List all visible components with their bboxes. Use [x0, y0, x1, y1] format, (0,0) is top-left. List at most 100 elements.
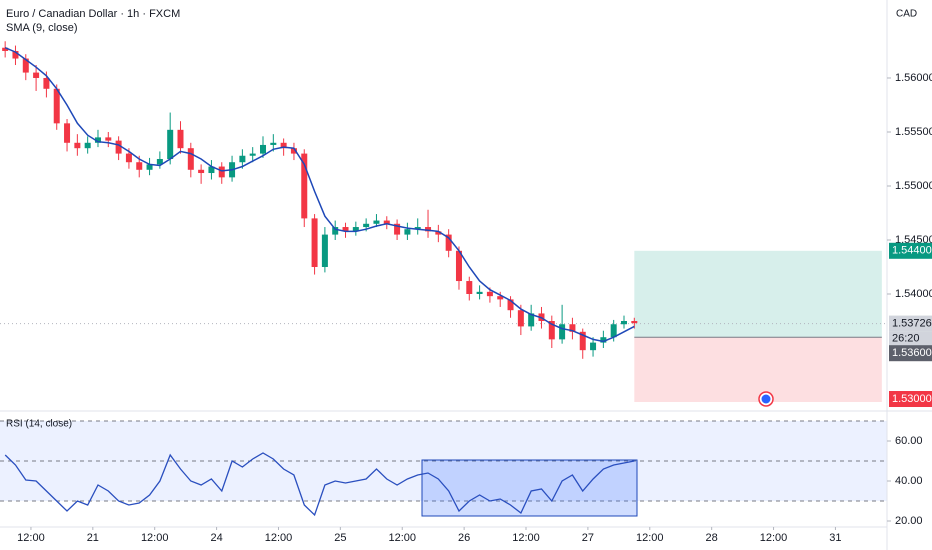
candle-body — [198, 169, 205, 174]
candle-body — [363, 223, 370, 228]
candle-body — [177, 129, 184, 149]
candle-body — [445, 234, 452, 251]
candle-body — [528, 313, 535, 327]
candle-body — [404, 229, 411, 235]
candle-body — [22, 58, 29, 73]
candle-body — [208, 166, 215, 174]
candle-body — [125, 153, 132, 163]
candle-body — [414, 227, 421, 230]
candle-body — [218, 166, 225, 178]
x-tick-label: 12:00 — [388, 532, 416, 544]
last-price-label-bg — [889, 315, 932, 332]
entry-price-label-bg — [889, 345, 932, 362]
candle-body — [94, 137, 101, 143]
candle-body — [497, 296, 504, 300]
background-layer — [0, 250, 887, 502]
candle-body — [290, 148, 297, 154]
candle-body — [43, 77, 50, 89]
rsi-rectangle-drawing — [421, 459, 638, 517]
candle-body — [476, 291, 483, 294]
x-tick-label: 25 — [334, 532, 346, 544]
candle-body — [600, 337, 607, 343]
candle-body — [12, 50, 19, 59]
symbol-title: Euro / Canadian Dollar · 1h · FXCM — [6, 8, 180, 20]
candle-body — [64, 123, 71, 143]
candle-body — [352, 227, 359, 232]
x-tick-label: 12:00 — [17, 532, 45, 544]
rsi-line — [4, 452, 635, 517]
candle-body — [590, 342, 597, 351]
candle-body — [332, 227, 339, 235]
candle-body — [136, 162, 143, 170]
y-tick-label: 20.00 — [895, 515, 923, 527]
candle-body — [249, 153, 256, 156]
x-tick-label: 28 — [706, 532, 718, 544]
x-tick-label: 12:00 — [760, 532, 788, 544]
target-price-label: 1.54400 — [892, 245, 932, 257]
countdown-label: 26:20 — [892, 332, 920, 344]
candle-body — [311, 218, 318, 267]
x-tick-label: 12:00 — [512, 532, 540, 544]
x-tick-label: 31 — [829, 532, 841, 544]
y-tick-label: 40.00 — [895, 475, 923, 487]
currency-label: CAD — [896, 9, 917, 20]
candle-body — [569, 324, 576, 332]
candle-body — [167, 129, 174, 159]
candle-body — [2, 47, 9, 51]
position-loss-zone — [634, 337, 882, 403]
candle-body — [239, 155, 246, 163]
candle-body — [260, 144, 267, 154]
x-tick-label: 24 — [210, 532, 222, 544]
alert-icon-dot — [761, 394, 771, 404]
x-tick-label: 27 — [582, 532, 594, 544]
candle-body — [270, 142, 277, 145]
candle-body — [33, 72, 40, 78]
candle-body — [631, 321, 638, 324]
countdown-bg — [889, 331, 932, 346]
candle-body — [455, 250, 462, 282]
candle-body — [115, 140, 122, 154]
x-tick-label: 21 — [87, 532, 99, 544]
stop-price-label: 1.53000 — [892, 393, 932, 405]
sma-line — [4, 47, 635, 343]
last-price-label: 1.53726 — [892, 317, 932, 329]
candle-body — [301, 153, 308, 219]
candle-body — [548, 321, 555, 340]
x-tick-label: 12:00 — [265, 532, 293, 544]
candle-body — [373, 220, 380, 224]
stop-price-label-bg — [889, 391, 932, 408]
candle-body — [579, 331, 586, 351]
position-profit-zone — [634, 250, 882, 338]
y-tick-label: 1.55500 — [895, 126, 932, 138]
candle-body — [280, 142, 287, 149]
candle-body — [507, 299, 514, 311]
candle-body — [342, 227, 349, 232]
candle-body — [84, 142, 91, 149]
candle-body — [53, 88, 60, 124]
candle-body — [466, 281, 473, 294]
candle-body — [105, 137, 112, 141]
candle-body — [610, 324, 617, 338]
x-tick-label: 12:00 — [141, 532, 169, 544]
candle-body — [187, 148, 194, 170]
target-price-label-bg — [889, 242, 932, 259]
candle-body — [156, 158, 163, 165]
candle-body — [486, 291, 493, 297]
y-tick-label: 60.00 — [895, 435, 923, 447]
candle-body — [435, 231, 442, 235]
marks-layer: 1.560001.555001.550001.545001.540001.544… — [2, 41, 932, 544]
candle-body — [620, 321, 627, 325]
x-tick-label: 12:00 — [636, 532, 664, 544]
entry-price-label: 1.53600 — [892, 347, 932, 359]
candle-body — [394, 223, 401, 235]
candle-body — [517, 310, 524, 327]
candle-body — [559, 324, 566, 340]
candle-body — [425, 227, 432, 232]
sma-legend: SMA (9, close) — [6, 22, 78, 34]
candle-body — [74, 142, 81, 149]
y-tick-label: 1.54000 — [895, 288, 932, 300]
y-tick-label: 1.56000 — [895, 72, 932, 84]
candle-body — [383, 220, 390, 224]
